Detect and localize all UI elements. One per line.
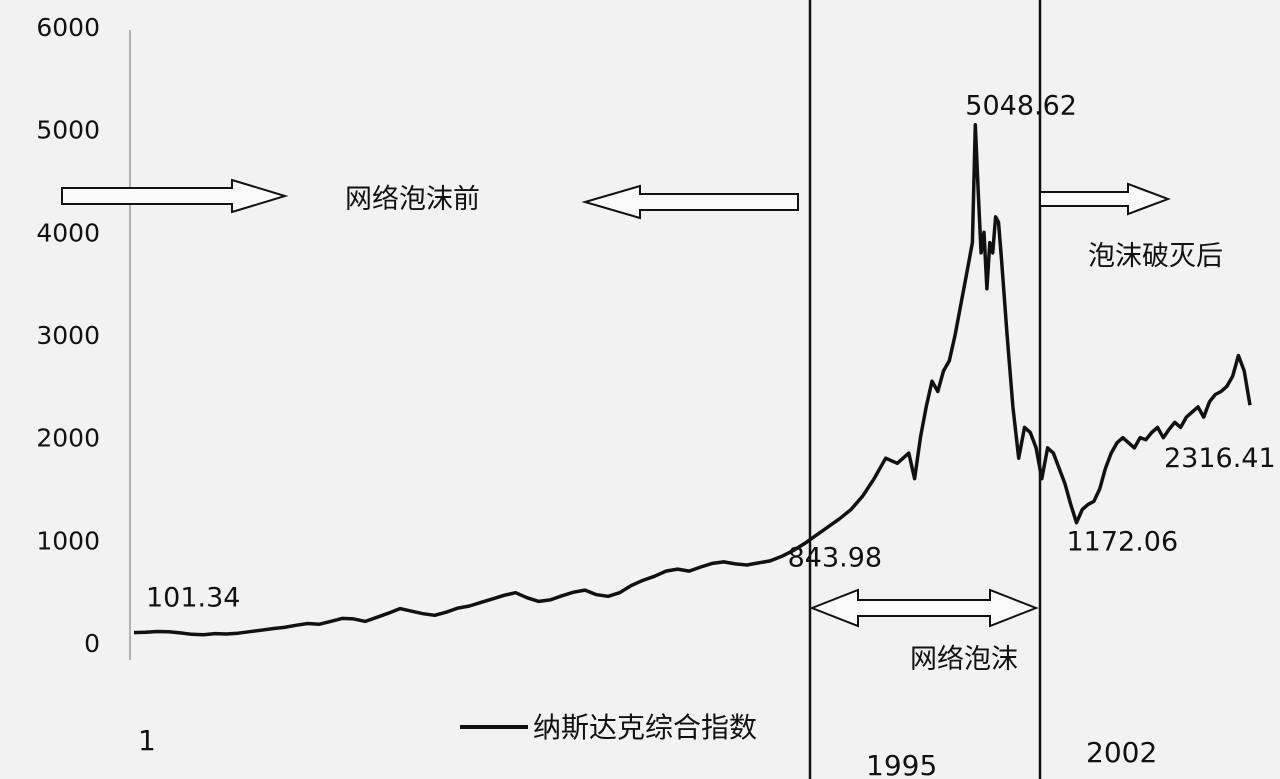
- data-label-2316-41: 2316.41: [1164, 443, 1276, 474]
- data-label-101-34: 101.34: [146, 583, 240, 614]
- legend-label: 纳斯达克综合指数: [533, 711, 757, 744]
- series-line-nasdaq: [133, 122, 1252, 637]
- y-tick-label-1000: 1000: [36, 526, 100, 555]
- annotation-after-bubble: 泡沫破灭后: [1088, 241, 1223, 272]
- y-tick-label-2000: 2000: [36, 424, 100, 453]
- arrow-before-left: [581, 184, 799, 220]
- y-tick-label-3000: 3000: [36, 321, 100, 350]
- arrow-after-right: [1039, 182, 1171, 216]
- y-tick-label-6000: 6000: [36, 13, 100, 42]
- arrow-before-right: [61, 178, 289, 214]
- y-tick-label-0: 0: [84, 629, 100, 658]
- data-label-1172-06: 1172.06: [1067, 527, 1179, 558]
- y-axis-tick-labels: 0 1000 2000 3000 4000 5000 6000: [36, 13, 100, 658]
- x-tick-label-1995: 1995: [866, 749, 937, 779]
- x-tick-label-1: 1: [138, 724, 156, 757]
- data-label-5048-62: 5048.62: [965, 91, 1077, 122]
- arrow-bubble-double: [809, 588, 1039, 628]
- y-tick-label-5000: 5000: [36, 116, 100, 145]
- y-tick-label-4000: 4000: [36, 218, 100, 247]
- annotation-before-bubble: 网络泡沫前: [345, 184, 480, 215]
- x-tick-label-2002: 2002: [1086, 736, 1157, 769]
- annotation-bubble: 网络泡沫: [910, 644, 1018, 675]
- data-labels: 101.34 843.98 5048.62 1172.06 2316.41: [146, 91, 1276, 614]
- legend: 纳斯达克综合指数: [460, 711, 757, 744]
- data-label-843-98: 843.98: [788, 542, 882, 573]
